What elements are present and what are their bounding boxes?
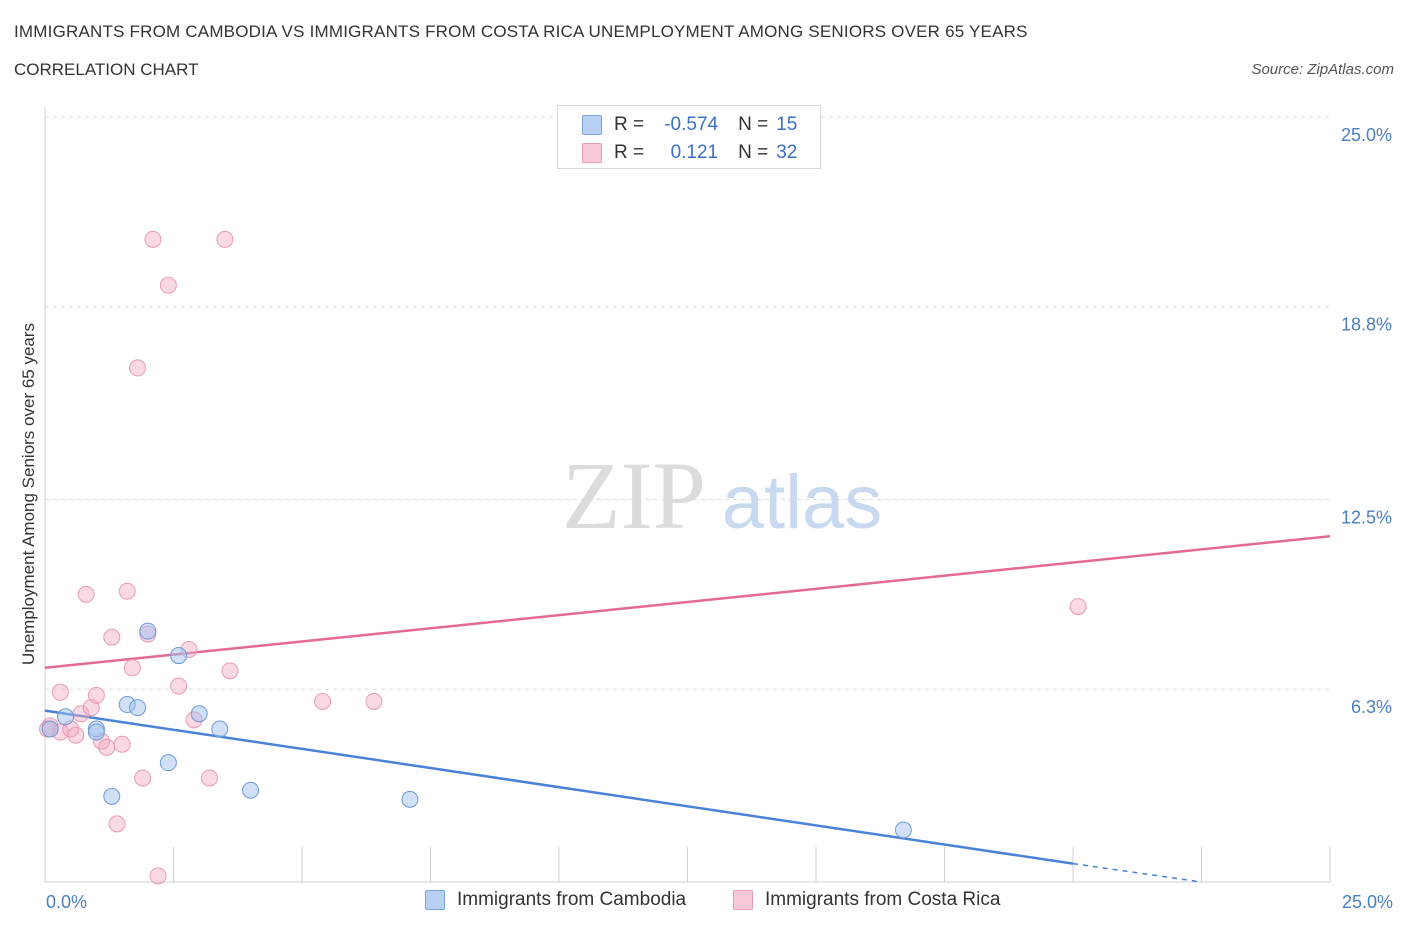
r-value: -0.574 [664,114,719,135]
x-tick-label: 25.0% [1342,892,1393,912]
legend-item-costa-rica: Immigrants from Costa Rica [733,889,1000,911]
trend-lines [44,534,1331,883]
r-label: R = [614,142,645,163]
cambodia-point [170,647,188,665]
costa-rica-point [98,738,116,756]
costa-rica-swatch [582,143,602,163]
costa-rica-point [108,815,126,833]
data-points [39,230,1087,885]
costa-rica-point [365,692,383,710]
x-tick-label: 0.0% [46,892,87,912]
stats-row-cambodia: R = -0.574 N = 15 [582,113,797,137]
costa-rica-point [149,867,167,885]
cambodia-point [211,720,229,738]
costa-rica-point [216,230,234,248]
watermark-zip: ZIP [562,442,706,549]
costa-rica-point [51,683,69,701]
stats-row-costa-rica: R = 0.121 N = 32 [582,141,797,165]
cambodia-point [57,708,75,726]
y-tick-label: 18.8% [1341,315,1392,335]
costa-rica-point [314,692,332,710]
costa-rica-point [170,677,188,695]
chart-subtitle: CORRELATION CHART [14,60,199,79]
cambodia-point [190,705,208,723]
cambodia-trend-extension [1072,862,1202,883]
y-tick-label: 6.3% [1351,697,1392,717]
costa-rica-point [113,735,131,753]
cambodia-point [129,699,147,717]
costa-rica-point [67,726,85,744]
y-tick-label: 12.5% [1341,508,1392,528]
costa-rica-point [134,769,152,787]
n-value: 15 [776,114,798,135]
n-value: 32 [776,142,798,163]
chart-title: IMMIGRANTS FROM CAMBODIA VS IMMIGRANTS F… [14,22,1028,41]
cambodia-swatch [582,115,602,135]
cambodia-point [103,787,121,805]
cambodia-point [242,781,260,799]
costa-rica-point [129,359,147,377]
cambodia-point [87,723,105,741]
tick-labels: 6.3% 12.5% 18.8% 25.0% 0.0% 25.0% [46,125,1393,912]
source-label: Source: ZipAtlas.com [1251,61,1394,78]
cambodia-legend-swatch [425,890,445,910]
costa-rica-point [77,585,95,603]
costa-rica-trend-line [44,534,1331,670]
costa-rica-point [200,769,218,787]
legend-item-cambodia: Immigrants from Cambodia [425,889,686,911]
y-tick-label: 25.0% [1341,125,1392,145]
gridlines [45,116,1330,690]
costa-rica-legend-swatch [733,890,753,910]
legend-label-costa-rica: Immigrants from Costa Rica [765,889,1001,910]
costa-rica-point [159,276,177,294]
costa-rica-point [123,659,141,677]
cambodia-point [41,720,59,738]
n-label: N = [738,142,769,163]
costa-rica-point [1069,598,1087,616]
r-value: 0.121 [670,142,719,163]
cambodia-point [401,790,419,808]
costa-rica-point [87,686,105,704]
watermark: ZIP atlas [562,442,882,549]
r-label: R = [614,114,645,135]
costa-rica-point [103,628,121,646]
costa-rica-point [221,662,239,680]
stats-legend: R = -0.574 N = 15 R = 0.121 N = 32 [557,105,821,169]
cambodia-point [894,821,912,839]
legend-label-cambodia: Immigrants from Cambodia [457,889,687,910]
cambodia-trend-line [44,709,1074,865]
costa-rica-point [118,582,136,600]
n-label: N = [738,114,769,135]
axes [44,107,1331,883]
cambodia-point [159,754,177,772]
costa-rica-point [144,230,162,248]
y-axis-label: Unemployment Among Seniors over 65 years [19,323,38,665]
cambodia-point [139,622,157,640]
watermark-atlas: atlas [722,460,883,545]
